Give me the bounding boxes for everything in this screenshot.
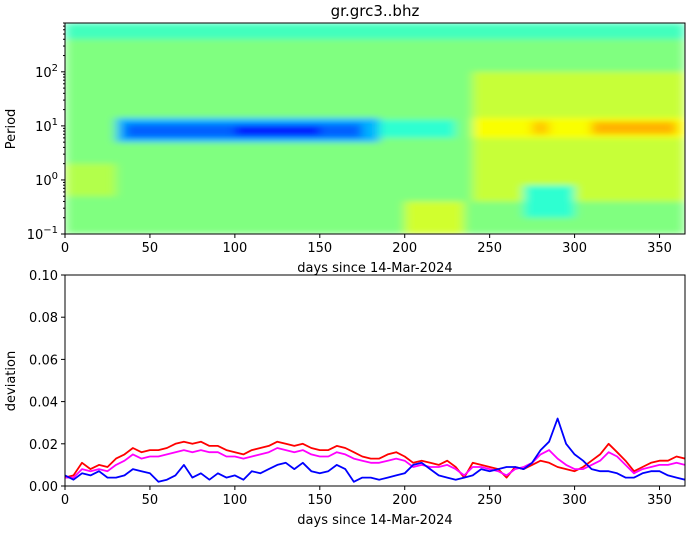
deviation-x-label: days since 14-Mar-2024 — [297, 513, 452, 528]
deviation-y-ticks: 0.00 0.02 0.04 0.06 0.08 0.10 — [29, 269, 65, 495]
x-tick-label: 200 — [392, 493, 417, 508]
y-tick-label: 0.08 — [29, 311, 58, 326]
x-tick-label: 300 — [562, 241, 587, 256]
heatmap-cell — [404, 201, 465, 234]
heatmap-cell — [65, 23, 685, 40]
deviation-y-label: deviation — [4, 351, 19, 411]
deviation-lines — [65, 417, 685, 483]
heatmap-cell — [532, 121, 550, 135]
x-tick-label: 350 — [647, 493, 672, 508]
deviation-series-line — [65, 447, 685, 479]
x-tick-label: 50 — [142, 241, 159, 256]
y-tick-label: 0.02 — [29, 438, 58, 453]
deviation-series-line — [65, 417, 685, 483]
spectrogram-y-ticks: 10−1 100 101 102 — [27, 22, 65, 243]
spectrogram-x-ticks: 0 50 100 150 200 250 300 350 — [61, 234, 672, 256]
y-tick-label: 10−1 — [27, 225, 58, 243]
y-tick-label: 0.06 — [29, 353, 58, 368]
x-tick-label: 250 — [477, 493, 502, 508]
y-tick-label: 102 — [35, 63, 58, 81]
heatmap-cell — [379, 119, 456, 138]
y-tick-label: 100 — [35, 171, 58, 189]
x-tick-label: 100 — [222, 241, 247, 256]
spectrogram-heatmap — [65, 23, 685, 234]
y-tick-label: 101 — [35, 117, 58, 135]
x-tick-label: 0 — [61, 241, 69, 256]
chart-title: gr.grc3..bhz — [331, 2, 420, 20]
deviation-panel: 0 50 100 150 200 250 300 350 0.000.020.040.060.… — [4, 269, 686, 528]
heatmap-cell — [65, 163, 116, 197]
heatmap-cell — [523, 185, 575, 218]
x-tick-label: 100 — [222, 493, 247, 508]
y-tick-label: 0.04 — [29, 396, 58, 411]
deviation-series-line — [65, 440, 685, 479]
spectrogram-x-label: days since 14-Mar-2024 — [297, 261, 452, 276]
heatmap-cell — [234, 125, 320, 136]
spectrogram-y-label: Period — [4, 109, 19, 150]
x-tick-label: 150 — [307, 241, 332, 256]
deviation-x-ticks: 0 50 100 150 200 250 300 350 — [61, 486, 672, 508]
x-tick-label: 350 — [647, 241, 672, 256]
x-tick-label: 150 — [307, 493, 332, 508]
deviation-frame — [64, 274, 686, 487]
x-tick-label: 200 — [392, 241, 417, 256]
y-tick-label: 0.10 — [29, 269, 58, 284]
y-tick-label: 0.00 — [29, 480, 58, 495]
x-tick-label: 0 — [61, 493, 69, 508]
x-tick-label: 250 — [477, 241, 502, 256]
heatmap-cell — [591, 121, 677, 135]
x-tick-label: 50 — [142, 493, 159, 508]
x-tick-label: 300 — [562, 493, 587, 508]
spectrogram-panel: 0 50 100 150 200 250 300 350 10−1 100 101 102 days… — [4, 22, 686, 276]
